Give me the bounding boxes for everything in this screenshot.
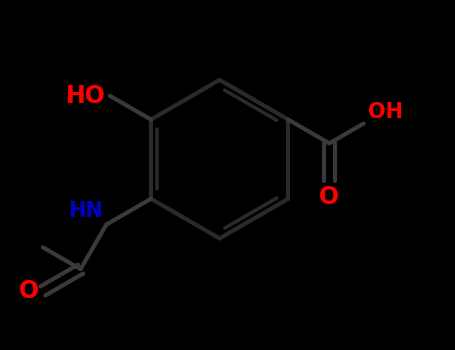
Text: HN: HN <box>68 201 102 220</box>
Text: HO: HO <box>66 84 106 108</box>
Text: OH: OH <box>368 102 403 122</box>
Text: O: O <box>319 184 339 209</box>
Text: O: O <box>19 279 39 303</box>
